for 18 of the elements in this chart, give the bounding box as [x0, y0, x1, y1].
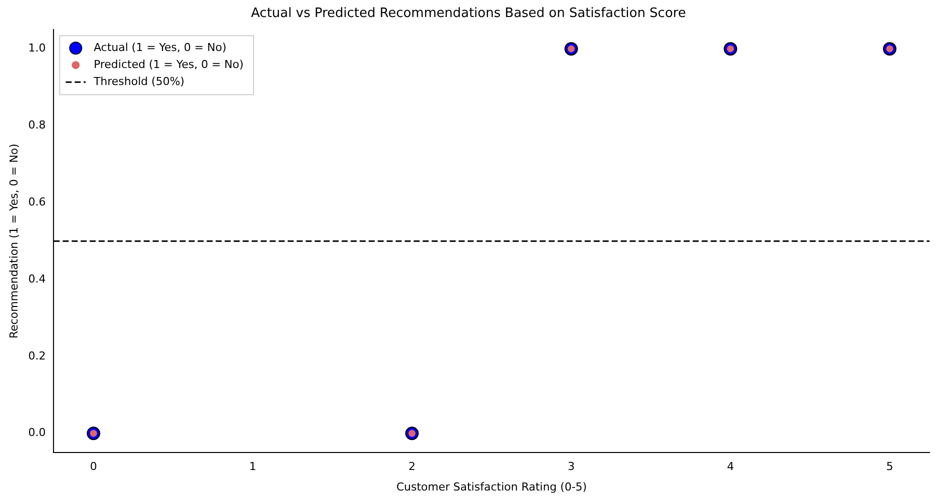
y-axis-title: Recommendation (1 = Yes, 0 = No) [7, 144, 20, 339]
x-tick-label: 5 [886, 460, 894, 474]
legend-label: Threshold (50%) [92, 74, 184, 88]
y-tick-label: 0.6 [28, 196, 46, 209]
x-tick-label: 2 [408, 460, 416, 474]
x-tick-label: 1 [249, 460, 256, 474]
y-tick-label: 0.4 [28, 272, 46, 286]
y-tick-label: 0.0 [28, 426, 46, 440]
y-tick-label: 1.0 [28, 42, 46, 55]
x-tick-label: 4 [726, 460, 734, 474]
legend-label: Predicted (1 = Yes, 0 = No) [94, 58, 244, 71]
y-tick-label: 0.2 [28, 349, 46, 362]
x-tick-label: 0 [90, 460, 98, 474]
x-tick-label: 3 [568, 460, 575, 474]
y-tick-label: 0.8 [28, 118, 46, 132]
legend-label: Actual (1 = Yes, 0 = No) [94, 40, 226, 54]
chart-title: Actual vs Predicted Recommendations Based on Satisfaction Score [251, 6, 686, 22]
x-axis-title: Customer Satisfaction Rating (0-5) [396, 480, 587, 494]
